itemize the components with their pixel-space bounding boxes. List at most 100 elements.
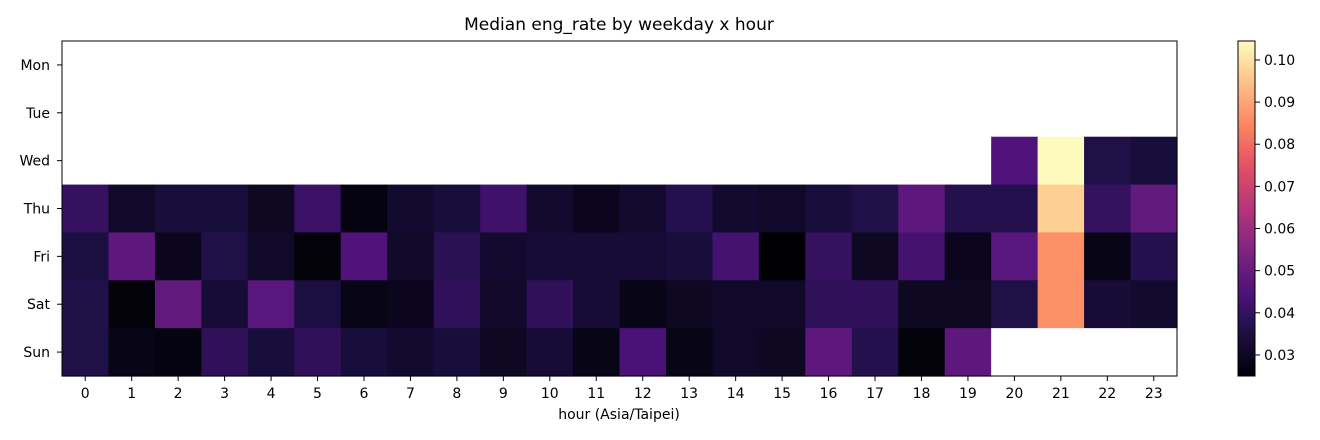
heatmap-cell-mon-18: [898, 41, 946, 90]
heatmap-cell-fri-19: [944, 232, 992, 281]
heatmap-cell-tue-6: [340, 88, 388, 138]
colorbar: [1237, 40, 1256, 377]
y-tick-label: Tue: [25, 106, 50, 122]
heatmap-cell-tue-13: [665, 88, 714, 138]
heatmap-cell-fri-17: [851, 232, 899, 281]
x-tick-label: 13: [680, 386, 698, 402]
heatmap-cell-mon-4: [247, 41, 295, 90]
chart-title: Median eng_rate by weekday x hour: [464, 15, 774, 35]
heatmap-cell-fri-14: [712, 232, 760, 281]
x-tick-label: 23: [1145, 386, 1163, 402]
heatmap-cell-sun-14: [712, 328, 760, 377]
heatmap-cell-wed-13: [665, 136, 714, 186]
heatmap-cell-fri-9: [480, 232, 528, 281]
heatmap-cell-sun-0: [62, 328, 110, 377]
heatmap-cell-sat-17: [851, 280, 899, 329]
heatmap-cell-mon-16: [805, 41, 853, 90]
heatmap-cell-thu-3: [201, 184, 249, 234]
heatmap-cell-sat-6: [340, 280, 388, 329]
heatmap-cell-thu-12: [619, 184, 667, 234]
colorbar-tick-label: 0.03: [1264, 348, 1295, 364]
heatmap-cell-tue-1: [108, 88, 156, 138]
heatmap-cell-thu-17: [851, 184, 899, 234]
heatmap-cell-thu-19: [944, 184, 992, 234]
heatmap-cell-wed-2: [154, 136, 202, 186]
heatmap-cell-mon-0: [62, 41, 110, 90]
heatmap-cell-tue-9: [480, 88, 528, 138]
heatmap-cell-sat-15: [758, 280, 806, 329]
heatmap-cell-tue-5: [294, 88, 342, 138]
x-tick-label: 3: [220, 386, 229, 402]
heatmap-cell-tue-18: [898, 88, 946, 138]
heatmap-cell-wed-17: [851, 136, 899, 186]
heatmap-cell-sat-18: [898, 280, 946, 329]
heatmap-cell-wed-8: [433, 136, 481, 186]
heatmap-cell-wed-14: [712, 136, 760, 186]
heatmap-cell-fri-10: [526, 232, 574, 281]
x-tick-label: 20: [1005, 386, 1023, 402]
heatmap-cell-wed-4: [247, 136, 295, 186]
heatmap-cell-sun-21: [1037, 328, 1085, 377]
heatmap-cell-sun-17: [851, 328, 899, 377]
heatmap-cell-mon-15: [758, 41, 806, 90]
heatmap-cell-sat-5: [294, 280, 342, 329]
heatmap-cell-fri-8: [433, 232, 481, 281]
heatmap-cell-tue-10: [526, 88, 574, 138]
heatmap-cell-mon-13: [665, 41, 714, 90]
heatmap-cell-thu-9: [480, 184, 528, 234]
heatmap-cell-sun-6: [340, 328, 388, 377]
x-tick-label: 16: [820, 386, 838, 402]
heatmap-cell-sun-12: [619, 328, 667, 377]
heatmap-cell-wed-19: [944, 136, 992, 186]
heatmap-cell-tue-15: [758, 88, 806, 138]
heatmap-cell-tue-20: [991, 88, 1039, 138]
heatmap-cell-mon-10: [526, 41, 574, 90]
heatmap-cell-fri-3: [201, 232, 249, 281]
heatmap-cell-wed-5: [294, 136, 342, 186]
y-tick-label: Sat: [27, 297, 50, 313]
x-tick-label: 7: [406, 386, 415, 402]
heatmap-cell-tue-2: [154, 88, 202, 138]
heatmap-cell-sun-8: [433, 328, 481, 377]
heatmap-cell-sat-7: [387, 280, 435, 329]
heatmap-cell-sat-22: [1084, 280, 1132, 329]
heatmap-cell-mon-17: [851, 41, 899, 90]
colorbar-tick-label: 0.06: [1264, 222, 1295, 238]
x-tick-label: 18: [913, 386, 931, 402]
heatmap-cell-sat-19: [944, 280, 992, 329]
heatmap-cell-sun-10: [526, 328, 574, 377]
heatmap-cell-tue-0: [62, 88, 110, 138]
heatmap-cell-mon-23: [1130, 41, 1178, 90]
heatmap-cell-tue-16: [805, 88, 853, 138]
heatmap-cell-mon-20: [991, 41, 1039, 90]
heatmap-cell-thu-18: [898, 184, 946, 234]
heatmap-cell-thu-11: [573, 184, 621, 234]
heatmap-cell-sun-16: [805, 328, 853, 377]
heatmap-cell-thu-20: [991, 184, 1039, 234]
heatmap-cell-wed-18: [898, 136, 946, 186]
x-tick-label: 10: [541, 386, 559, 402]
heatmap-cell-mon-2: [154, 41, 202, 90]
heatmap-cell-mon-22: [1084, 41, 1132, 90]
x-tick-label: 12: [634, 386, 652, 402]
y-tick-label: Sun: [23, 345, 50, 361]
heatmap-cell-sat-21: [1037, 280, 1085, 329]
heatmap-cell-mon-19: [944, 41, 992, 90]
heatmap-cell-sat-0: [62, 280, 110, 329]
heatmap-cell-tue-3: [201, 88, 249, 138]
heatmap-cell-sun-4: [247, 328, 295, 377]
heatmap-cell-wed-6: [340, 136, 388, 186]
x-tick-label: 21: [1052, 386, 1070, 402]
heatmap-cell-mon-1: [108, 41, 156, 90]
heatmap-cell-sat-13: [665, 280, 714, 329]
heatmap-cell-sat-9: [480, 280, 528, 329]
heatmap-cell-mon-11: [573, 41, 621, 90]
heatmap-cell-sun-18: [898, 328, 946, 377]
heatmap-cell-thu-1: [108, 184, 156, 234]
x-tick-label: 6: [360, 386, 369, 402]
heatmap-cell-mon-9: [480, 41, 528, 90]
heatmap-cell-sat-8: [433, 280, 481, 329]
heatmap-cell-sat-1: [108, 280, 156, 329]
heatmap-cell-sat-14: [712, 280, 760, 329]
